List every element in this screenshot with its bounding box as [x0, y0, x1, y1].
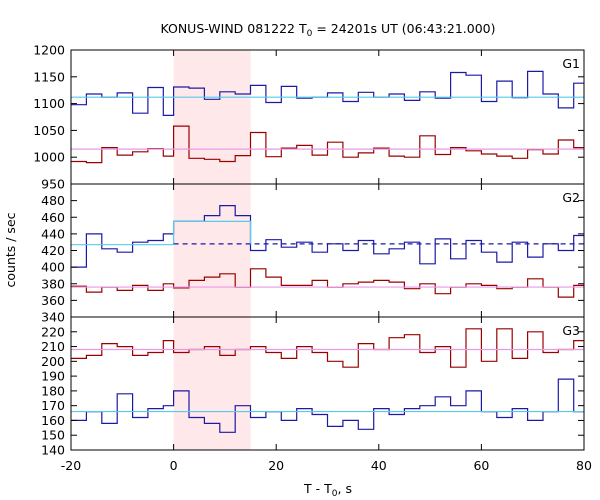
- panel-g2-y-tick-label: 360: [41, 293, 65, 308]
- chart-title-rest: = 24201s UT (06:43:21.000): [312, 21, 495, 36]
- panel-g3-y-tick-label: 160: [41, 413, 65, 428]
- panel-g1-y-tick-label: 1200: [33, 43, 65, 58]
- x-tick-label: 0: [170, 458, 178, 473]
- x-axis-label-subscript: 0: [332, 489, 338, 499]
- panel-g2-y-tick-label: 460: [41, 210, 65, 225]
- panel-g3-y-tick-label: 190: [41, 369, 65, 384]
- panel-g1-blue-series: [71, 70, 584, 116]
- panel-g2-y-tick-label: 340: [41, 310, 65, 325]
- chart-title: KONUS-WIND 081222 T0 = 24201s UT (06:43:…: [160, 21, 495, 39]
- x-tick-label: 80: [576, 458, 592, 473]
- x-tick-label: 40: [371, 458, 387, 473]
- plot-layer: 95010001050110011501200G1340360380400420…: [33, 43, 592, 474]
- panel-g3-label: G3: [562, 323, 580, 338]
- panel-g3-y-tick-label: 200: [41, 354, 65, 369]
- panel-g1-y-tick-label: 950: [41, 177, 65, 192]
- panel-g3-y-tick-label: 170: [41, 398, 65, 413]
- panel-g2-label: G2: [562, 190, 580, 205]
- panel-g2-y-tick-label: 380: [41, 276, 65, 291]
- panel-g3-y-tick-label: 180: [41, 383, 65, 398]
- x-tick-label: 20: [268, 458, 284, 473]
- panel-g3-red-series: [71, 328, 584, 368]
- panel-g2-y-tick-label: 400: [41, 260, 65, 275]
- x-axis-label-main: T - T: [303, 481, 332, 496]
- chart-title-main: KONUS-WIND 081222 T: [160, 21, 306, 36]
- panel-g2-y-tick-label: 440: [41, 226, 65, 241]
- panel-g1-y-tick-label: 1000: [33, 150, 65, 165]
- panel-g3-frame: [70, 316, 585, 451]
- x-axis-label-rest: , s: [338, 481, 352, 496]
- x-tick-label: 60: [473, 458, 489, 473]
- panel-g1-y-tick-label: 1100: [33, 96, 65, 111]
- panel-g3-y-tick-label: 220: [41, 324, 65, 339]
- panel-g1-highlight-band: [173, 50, 251, 184]
- panel-g2-blue-pulse-fit: [173, 220, 252, 245]
- x-tick-label: -20: [61, 458, 81, 473]
- panel-g3-highlight-band: [173, 317, 251, 450]
- panel-g3-blue-series: [71, 378, 584, 433]
- panel-g1-label: G1: [562, 56, 580, 71]
- panel-g1-y-tick-label: 1150: [33, 69, 65, 84]
- panel-g3-y-tick-label: 210: [41, 339, 65, 354]
- panel-g2-highlight-band: [173, 184, 251, 317]
- panel-g3-y-tick-label: 150: [41, 428, 65, 443]
- panel-g2-y-tick-label: 420: [41, 243, 65, 258]
- y-axis-label: counts / sec: [3, 212, 18, 287]
- panel-g1: 950 1000 1050 1100 1150 1200 G1: [33, 43, 585, 192]
- panel-g3-y-tick-label: 140: [41, 443, 65, 458]
- panel-g1-y-tick-label: 1050: [33, 123, 65, 138]
- x-axis-label: T - T0, s: [303, 481, 352, 499]
- panel-g2-y-tick-label: 480: [41, 193, 65, 208]
- chart-title-subscript: 0: [307, 29, 313, 39]
